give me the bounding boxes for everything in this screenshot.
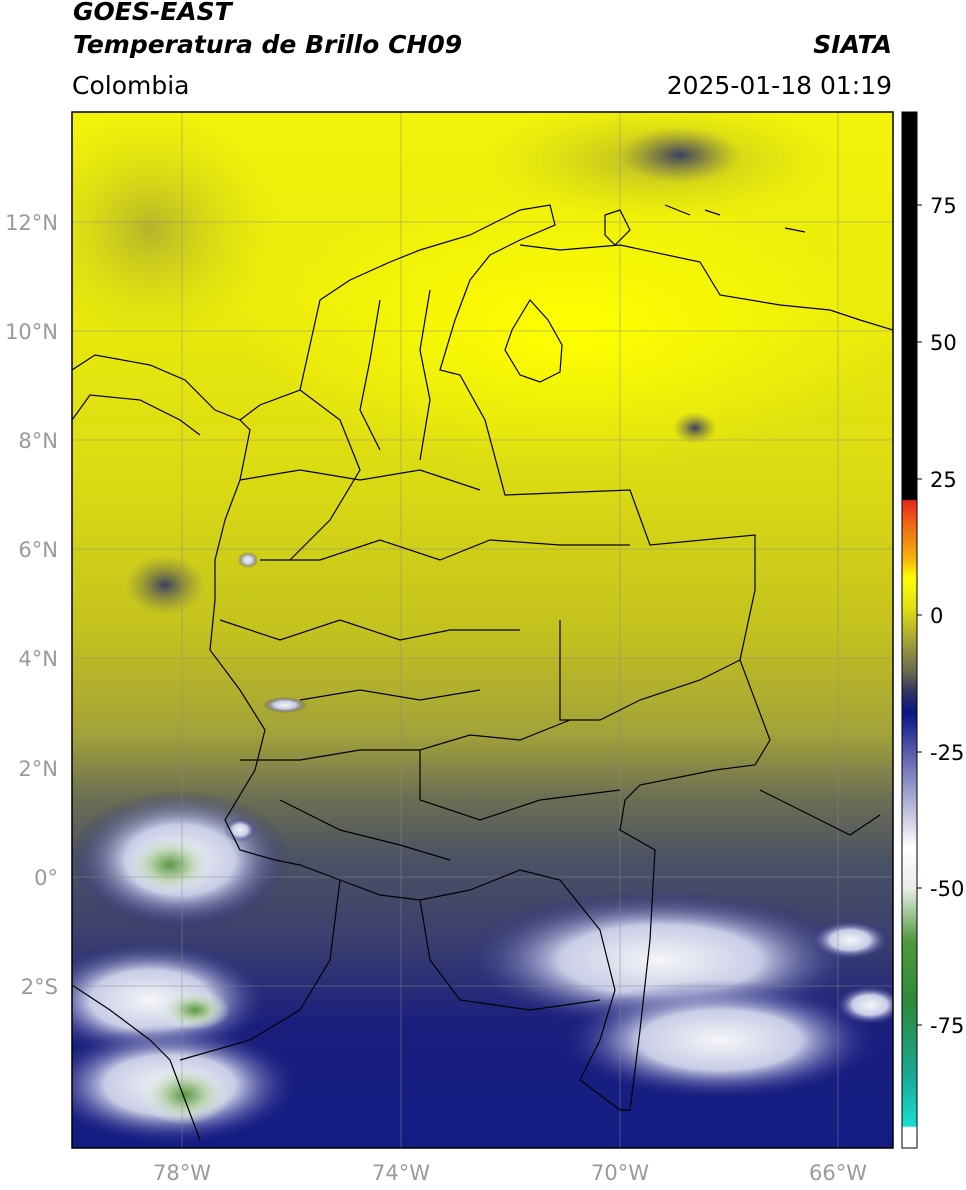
colorbar-tick-label: 25 [930, 468, 957, 492]
datetime-label: 2025-01-18 01:19 [666, 71, 892, 100]
colorbar-tick-label: -75 [930, 1014, 964, 1038]
institution-label: SIATA [813, 30, 892, 59]
colorbar-tick-label: -50 [930, 877, 964, 901]
lat-tick-label: 0° [34, 866, 58, 890]
lat-tick-label: 6°N [18, 538, 58, 562]
lat-tick-label: 10°N [5, 320, 58, 344]
lat-tick-label: 2°S [21, 975, 58, 999]
lon-tick-label: 66°W [809, 1161, 867, 1185]
coastlines-borders [72, 204, 893, 1141]
map-frame [71, 111, 894, 1149]
colorbar-tick-label: -25 [930, 741, 964, 765]
graticule [72, 112, 893, 1148]
satellite-imagery [72, 112, 893, 1148]
satellite-title: GOES-EAST [73, 0, 232, 26]
lat-tick-label: 12°N [5, 211, 58, 235]
colorbar-tick-label: 75 [930, 194, 957, 218]
colorbar: 75 50 25 0 -25 -50 -75 [901, 111, 964, 1149]
lon-tick-label: 78°W [153, 1161, 211, 1185]
longitude-axis: 78°W 74°W 70°W 66°W [153, 1161, 867, 1185]
lon-tick-label: 74°W [372, 1161, 430, 1185]
colorbar-scale [901, 111, 918, 1149]
lat-tick-label: 4°N [18, 647, 58, 671]
region-label: Colombia [72, 71, 190, 100]
lat-tick-label: 2°N [18, 757, 58, 781]
latitude-axis: 12°N 10°N 8°N 6°N 4°N 2°N 0° 2°S [5, 211, 58, 999]
product-title: Temperatura de Brillo CH09 [73, 30, 463, 59]
lon-tick-label: 70°W [591, 1161, 649, 1185]
colorbar-tick-label: 50 [930, 331, 957, 355]
colorbar-tick-label: 0 [930, 604, 943, 628]
lat-tick-label: 8°N [18, 429, 58, 453]
